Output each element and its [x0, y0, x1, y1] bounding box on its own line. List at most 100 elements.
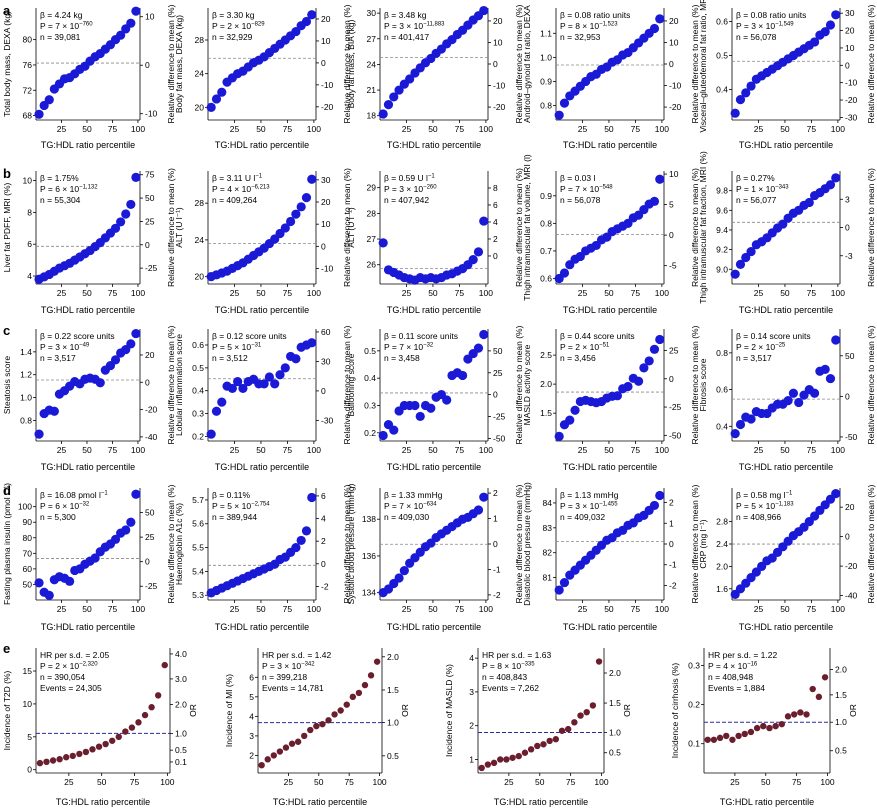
y2-tick-label: 10 [321, 219, 331, 229]
stat-line: n = 390,054 [40, 672, 85, 682]
panel-c-3: 25 50 75 100 TG:HDL ratio percentile 0.2 0.3 0.… [346, 325, 524, 472]
x-tick-label: 100 [831, 124, 845, 134]
x-tick-label: 25 [230, 445, 240, 455]
x-tick-label: 75 [807, 124, 817, 134]
y-tick-label: 5.5 [192, 543, 204, 553]
data-point [337, 707, 344, 714]
data-point [639, 363, 649, 373]
y-tick-label: 2.0 [716, 561, 728, 571]
y-axis-label: Fibrosis score [698, 358, 708, 411]
x-axis-label: TG:HDL ratio percentile [215, 462, 309, 472]
y2-tick-label: 10 [845, 43, 855, 53]
x-tick-label: 50 [604, 445, 614, 455]
y2-tick-label: 10 [321, 36, 331, 46]
y2-tick-label: 50 [493, 346, 503, 356]
data-point [49, 406, 59, 416]
y2-tick-label: -10 [321, 80, 334, 90]
y-axis-label: Systolic blood pressure (mmHg) [346, 483, 356, 604]
y-axis-label: Liver fat PDFF, MRI (%) [2, 182, 12, 272]
y-tick-label: 0.3 [688, 661, 700, 671]
data-point [217, 397, 227, 407]
y-axis-label: Haemoglobin A1c (%) [174, 503, 184, 585]
y2-tick-label: 20 [669, 16, 679, 26]
y2-axis-label: Relative difference to mean (%) [342, 325, 352, 444]
y-tick-label: 30 [367, 8, 377, 18]
data-point [102, 740, 109, 748]
y2-tick-label: 1.0 [835, 717, 847, 727]
y-tick-label: 0.4 [192, 386, 204, 396]
stat-line: P = 5 × 10−2,754 [212, 501, 270, 511]
x-tick-label: 50 [761, 777, 771, 787]
y-tick-label: 80 [23, 35, 33, 45]
data-point [426, 403, 436, 413]
y-tick-label: 138 [362, 514, 376, 524]
data-point [583, 708, 590, 716]
y-tick-label: 72 [23, 85, 33, 95]
y2-axis-label: OR [400, 704, 410, 717]
x-axis-label: TG:HDL ratio percentile [563, 622, 657, 632]
y2-tick-label: 50 [145, 508, 155, 518]
data-point [760, 722, 767, 730]
y2-tick-label: 10 [669, 169, 679, 179]
panel-c-2: 25 50 75 100 TG:HDL ratio percentile 0.2 0.3 0.… [174, 325, 352, 472]
data-point [95, 743, 103, 750]
y2-axis-label: Relative difference to mean (%) [514, 168, 524, 287]
x-axis-label: TG:HDL ratio percentile [215, 140, 309, 150]
y2-tick-label: 50 [845, 351, 855, 361]
stat-line: β = 1.33 mmHg [384, 490, 443, 500]
y2-tick-label: -20 [845, 561, 858, 571]
data-point [753, 724, 761, 732]
panel-c-1: 25 50 75 100 TG:HDL ratio percentile 0.8 1.0 1.… [2, 325, 176, 472]
panel-b-1: 25 50 75 100 TG:HDL ratio percentile 4 6 8 10 Liv… [2, 168, 176, 315]
x-tick-label: 75 [631, 288, 641, 298]
data-point [121, 209, 131, 219]
data-point [34, 109, 44, 119]
data-point [307, 10, 317, 20]
x-tick-label: 75 [283, 288, 293, 298]
data-point [729, 736, 736, 743]
data-point [161, 661, 168, 669]
y-tick-label: 1.5 [540, 408, 552, 418]
data-point [227, 383, 237, 394]
y-tick-label: 1.6 [716, 584, 728, 594]
y-tick-label: 0.7 [540, 246, 552, 256]
y2-tick-label: 1.5 [609, 698, 621, 708]
data-point [473, 505, 484, 515]
y2-tick-label: -20 [845, 95, 858, 105]
y-tick-label: 0.5 [716, 51, 728, 61]
stat-line: P = 4 × 10−16 [708, 661, 758, 671]
stat-line: Events = 1,884 [708, 683, 765, 693]
data-point [442, 395, 452, 405]
stat-line: n = 56,077 [736, 195, 777, 205]
y2-axis-label: OR [622, 704, 632, 717]
stat-line: n = 56,078 [560, 195, 601, 205]
data-point [291, 209, 301, 219]
x-tick-label: 25 [402, 124, 412, 134]
x-tick-label: 25 [402, 445, 412, 455]
data-point [34, 429, 44, 439]
data-point [126, 199, 136, 210]
x-tick-label: 75 [130, 777, 140, 787]
y2-tick-label: 60 [321, 327, 331, 337]
y2-tick-label: 0 [493, 539, 498, 549]
data-point [300, 732, 308, 740]
data-point [211, 94, 222, 104]
data-point [559, 98, 570, 108]
y-tick-label: 18 [367, 111, 377, 121]
x-tick-label: 50 [535, 777, 545, 787]
data-point [389, 92, 399, 102]
data-point [741, 88, 751, 98]
data-point [89, 746, 96, 753]
y2-tick-label: 1.5 [387, 685, 399, 695]
x-tick-label: 50 [780, 604, 790, 614]
y-tick-label: 2 [469, 721, 474, 731]
y2-tick-label: 5 [669, 200, 674, 210]
y2-tick-label: 0 [145, 377, 150, 387]
data-point [217, 87, 227, 97]
data-point [534, 742, 541, 750]
x-axis-label: TG:HDL ratio percentile [739, 462, 833, 472]
y2-tick-label: -25 [493, 412, 506, 422]
data-point [294, 738, 302, 745]
